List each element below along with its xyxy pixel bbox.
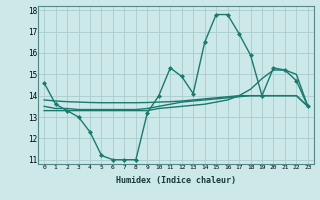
X-axis label: Humidex (Indice chaleur): Humidex (Indice chaleur)	[116, 176, 236, 185]
